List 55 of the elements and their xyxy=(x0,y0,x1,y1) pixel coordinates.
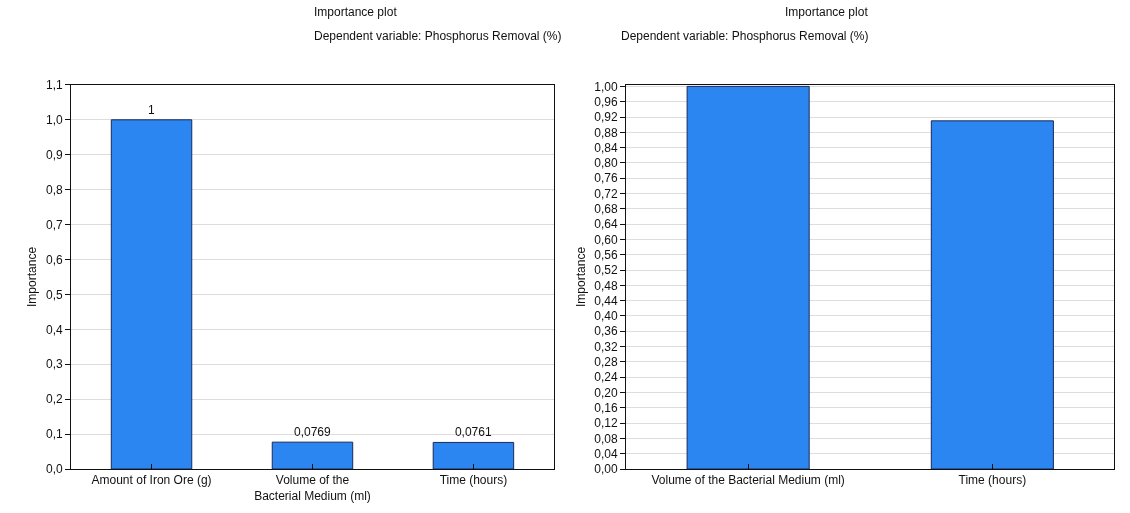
y-tick-label: 0,8 xyxy=(45,182,63,197)
y-tick-label: 0,16 xyxy=(594,400,618,415)
y-tick-label: 0,9 xyxy=(45,147,63,162)
y-tick-label: 0,80 xyxy=(594,156,618,171)
y-tick-label: 0,56 xyxy=(594,247,618,262)
y-axis-title: Importance xyxy=(25,246,40,307)
data-label: 0,0769 xyxy=(293,425,331,440)
chart-title: Importance plot xyxy=(314,5,398,19)
x-tick-label: Volume of the Bacterial Medium (ml) xyxy=(254,473,371,503)
y-tick-label: 0,5 xyxy=(45,287,63,302)
y-tick-label: 0,20 xyxy=(594,385,618,400)
y-tick-label: 0,12 xyxy=(594,416,618,431)
y-tick-label: 0,60 xyxy=(594,232,618,247)
y-tick-label: 1,0 xyxy=(45,112,63,127)
y-tick-label: 0,00 xyxy=(594,462,618,477)
chart-title: Importance plot xyxy=(785,5,869,19)
y-tick-label: 0,88 xyxy=(594,125,618,140)
y-tick-label: 0,32 xyxy=(594,339,618,354)
y-tick-label: 0,1 xyxy=(45,427,63,442)
y-tick-label: 0,48 xyxy=(594,278,618,293)
y-tick-label: 0,24 xyxy=(594,370,618,385)
y-tick-label: 0,0 xyxy=(45,462,63,477)
y-tick-label: 0,04 xyxy=(594,446,618,461)
bar xyxy=(271,441,354,469)
y-tick-label: 1,00 xyxy=(594,79,618,94)
data-label: 1 xyxy=(148,102,156,117)
y-axis-title: Importance xyxy=(573,246,588,307)
y-tick-label: 0,28 xyxy=(594,355,618,370)
y-tick-label: 0,76 xyxy=(594,171,618,186)
y-tick-label: 0,96 xyxy=(594,94,618,109)
x-tick-label: Time (hours) xyxy=(958,473,1027,488)
bar xyxy=(110,119,193,469)
y-tick-label: 0,52 xyxy=(594,263,618,278)
y-tick-label: 0,44 xyxy=(594,293,618,308)
y-tick-label: 0,36 xyxy=(594,324,618,339)
data-label: 0,0761 xyxy=(454,425,492,440)
chart-subtitle: Dependent variable: Phosphorus Removal (%) xyxy=(621,29,869,43)
y-tick-label: 1,1 xyxy=(45,78,63,93)
y-tick-label: 0,2 xyxy=(45,392,63,407)
y-tick-label: 0,40 xyxy=(594,309,618,324)
bar xyxy=(432,441,515,469)
y-tick-label: 0,64 xyxy=(594,217,618,232)
x-tick-label: Volume of the Bacterial Medium (ml) xyxy=(651,473,845,488)
y-tick-label: 0,3 xyxy=(45,357,63,372)
y-tick-label: 0,4 xyxy=(45,322,63,337)
y-tick-label: 0,08 xyxy=(594,431,618,446)
y-tick-label: 0,68 xyxy=(594,202,618,217)
y-tick-label: 0,72 xyxy=(594,186,618,201)
x-tick-label: Amount of Iron Ore (g) xyxy=(91,473,212,488)
y-tick-label: 0,84 xyxy=(594,140,618,155)
y-tick-label: 0,92 xyxy=(594,110,618,125)
chart-subtitle: Dependent variable: Phosphorus Removal (%) xyxy=(314,29,562,43)
y-tick-label: 0,6 xyxy=(45,252,63,267)
y-tick-label: 0,7 xyxy=(45,217,63,232)
x-tick-label: Time (hours) xyxy=(439,473,508,488)
